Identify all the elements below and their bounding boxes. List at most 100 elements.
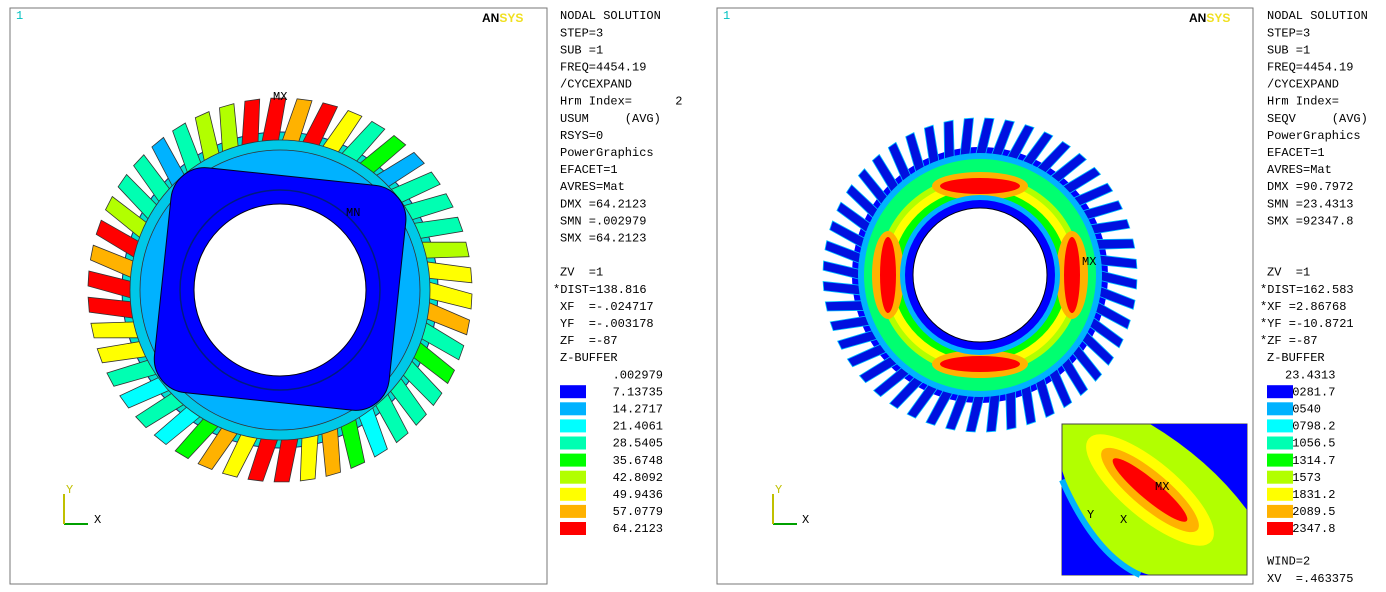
legend-swatch bbox=[1267, 504, 1293, 518]
info-line: STEP=3 bbox=[560, 26, 603, 40]
info-line: AVRES=Mat bbox=[1267, 163, 1332, 177]
info-line: DMX =90.7972 bbox=[1267, 180, 1353, 194]
legend-swatch bbox=[560, 487, 586, 501]
logo-light: SYS bbox=[499, 11, 523, 25]
info-line: EFACET=1 bbox=[1267, 146, 1325, 160]
legend-swatch bbox=[560, 419, 586, 433]
view-line: *DIST=138.816 bbox=[553, 283, 647, 297]
info-line: PowerGraphics bbox=[560, 146, 654, 160]
legend-swatch bbox=[560, 522, 586, 535]
legend-swatch bbox=[560, 453, 586, 467]
legend-swatch bbox=[1267, 402, 1293, 416]
gear-tooth bbox=[299, 432, 319, 482]
annotation: Y bbox=[1087, 508, 1094, 522]
info-line: SUB =1 bbox=[1267, 43, 1310, 57]
extra-line: XV =.463375 bbox=[1267, 572, 1353, 586]
extra-line: WIND=2 bbox=[1267, 555, 1310, 569]
annotation: MX bbox=[1155, 480, 1169, 494]
gear-bore bbox=[912, 207, 1048, 343]
info-line: Hrm Index= 2 bbox=[560, 95, 682, 109]
info-line: SMN =23.4313 bbox=[1267, 197, 1353, 211]
info-line: EFACET=1 bbox=[560, 163, 618, 177]
triad-label: X bbox=[94, 513, 101, 527]
view-line: ZV =1 bbox=[560, 266, 603, 280]
info-line: SUB =1 bbox=[560, 43, 603, 57]
info-line: Hrm Index= bbox=[1267, 95, 1339, 109]
info-line: SEQV (AVG) bbox=[1267, 112, 1368, 126]
legend-label: 7.13735 bbox=[613, 385, 663, 399]
logo: ANSYS bbox=[482, 11, 523, 25]
view-line: Z-BUFFER bbox=[560, 351, 618, 365]
logo-bold: AN bbox=[482, 11, 499, 25]
legend-swatch bbox=[560, 470, 586, 484]
legend-swatch bbox=[560, 385, 586, 399]
view-line: *XF =2.86768 bbox=[1260, 300, 1346, 314]
gear-hub-line bbox=[179, 189, 381, 391]
info-line: NODAL SOLUTION bbox=[560, 9, 661, 23]
logo-light: SYS bbox=[1206, 11, 1230, 25]
view-line: *ZF =-87 bbox=[1260, 334, 1318, 348]
annotation: MN bbox=[346, 206, 360, 220]
gear-tooth bbox=[241, 98, 261, 148]
info-line: /CYCEXPAND bbox=[1267, 78, 1339, 92]
legend-label: 30798.2 bbox=[1285, 420, 1335, 434]
legend-swatch bbox=[1267, 522, 1293, 535]
info-line: PowerGraphics bbox=[1267, 129, 1361, 143]
legend-swatch bbox=[1267, 419, 1293, 433]
stress-peak bbox=[940, 178, 1020, 194]
legend-label: 57.0779 bbox=[613, 505, 663, 519]
legend-swatch bbox=[1267, 453, 1293, 467]
legend-label: .002979 bbox=[613, 368, 663, 382]
stress-peak bbox=[1064, 237, 1080, 313]
view-line: *YF =-10.8721 bbox=[1260, 317, 1354, 331]
triad-label: Y bbox=[66, 483, 73, 497]
info-line: NODAL SOLUTION bbox=[1267, 9, 1368, 23]
view-line: Z-BUFFER bbox=[1267, 351, 1325, 365]
view-line: ZV =1 bbox=[1267, 266, 1310, 280]
info-line: SMX =64.2123 bbox=[560, 231, 646, 245]
corner-label: 1 bbox=[723, 9, 730, 23]
inset-edge bbox=[1059, 478, 1142, 578]
legend-swatch bbox=[1267, 385, 1293, 399]
annotation: X bbox=[1120, 513, 1127, 527]
view-line: *DIST=162.583 bbox=[1260, 283, 1354, 297]
info-line: FREQ=4454.19 bbox=[560, 60, 646, 74]
info-line: STEP=3 bbox=[1267, 26, 1310, 40]
legend-label: 82089.5 bbox=[1285, 505, 1335, 519]
logo-bold: AN bbox=[1189, 11, 1206, 25]
view-line: ZF =-87 bbox=[560, 334, 618, 348]
inset-teeth bbox=[1150, 424, 1247, 510]
info-line: FREQ=4454.19 bbox=[1267, 60, 1353, 74]
corner-label: 1 bbox=[16, 9, 23, 23]
legend-label: 49.9436 bbox=[613, 488, 663, 502]
logo: ANSYS bbox=[1189, 11, 1230, 25]
info-line: USUM (AVG) bbox=[560, 112, 661, 126]
stress-peak bbox=[940, 356, 1020, 372]
legend-swatch bbox=[560, 436, 586, 450]
view-line: YF =-.003178 bbox=[560, 317, 654, 331]
legend-swatch bbox=[1267, 470, 1293, 484]
legend-label: 71831.2 bbox=[1285, 488, 1335, 502]
gear-bore bbox=[193, 203, 367, 377]
info-line: SMN =.002979 bbox=[560, 214, 646, 228]
annotation: MX bbox=[273, 90, 287, 104]
gear-tooth bbox=[90, 321, 141, 339]
view-line: XF =-.024717 bbox=[560, 300, 654, 314]
legend-label: 51314.7 bbox=[1285, 454, 1335, 468]
legend-label: 20540 bbox=[1285, 402, 1321, 416]
legend-swatch bbox=[560, 402, 586, 416]
info-line: /CYCEXPAND bbox=[560, 78, 632, 92]
info-line: RSYS=0 bbox=[560, 129, 603, 143]
legend-label: 23.4313 bbox=[1285, 368, 1335, 382]
triad-label: Y bbox=[775, 483, 782, 497]
legend-label: 14.2717 bbox=[613, 402, 663, 416]
gear-tooth bbox=[419, 241, 470, 259]
legend-swatch bbox=[1267, 487, 1293, 501]
legend-swatch bbox=[560, 504, 586, 518]
legend-label: 64.2123 bbox=[613, 522, 663, 536]
inset-edge bbox=[1062, 470, 1150, 575]
legend-label: 10281.7 bbox=[1285, 385, 1335, 399]
legend-label: 41056.5 bbox=[1285, 437, 1335, 451]
info-line: SMX =92347.8 bbox=[1267, 214, 1353, 228]
